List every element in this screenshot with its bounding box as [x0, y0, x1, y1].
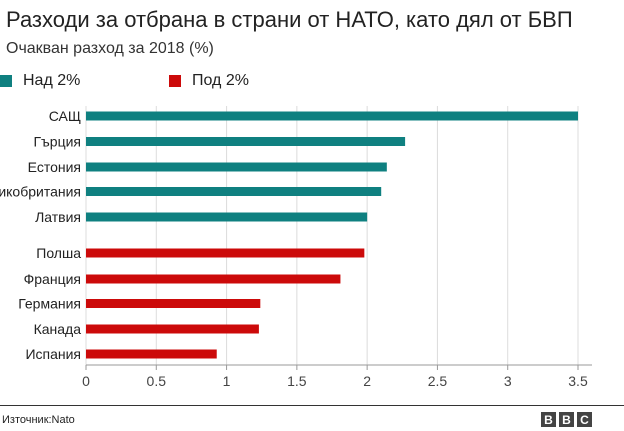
x-tick-label: 1	[223, 373, 231, 389]
x-tick-label: 0.5	[147, 373, 167, 389]
chart-title: Разходи за отбрана в страни от НАТО, кат…	[6, 7, 573, 32]
chart-subtitle: Очакван разход за 2018 (%)	[6, 40, 214, 57]
logo-letter: B	[541, 412, 556, 427]
legend-swatch-above	[0, 75, 12, 87]
x-tick-label: 2.5	[428, 373, 448, 389]
category-label: Гърция	[33, 134, 81, 150]
footer-divider	[0, 405, 624, 406]
bar	[86, 162, 387, 172]
category-label: Естония	[28, 159, 81, 175]
bar	[86, 111, 578, 121]
category-label: Франция	[24, 271, 81, 287]
category-label: САЩ	[49, 108, 81, 124]
bar	[86, 137, 406, 146]
bar	[86, 187, 382, 196]
bar	[86, 212, 368, 222]
x-tick-label: 0	[82, 373, 90, 389]
category-label: Канада	[34, 321, 82, 337]
source-note: Източник:Nato	[2, 414, 75, 426]
category-label: Латвия	[35, 209, 81, 225]
bar	[86, 248, 365, 258]
bar	[86, 324, 259, 334]
x-tick-label: 1.5	[287, 373, 307, 389]
category-label: Германия	[18, 296, 81, 312]
x-tick-label: 3	[504, 373, 512, 389]
category-label: Испания	[25, 346, 81, 362]
legend: Над 2% Под 2%	[0, 72, 624, 94]
legend-swatch-below	[169, 75, 181, 87]
logo-letter: B	[559, 412, 574, 427]
legend-label-below: Под 2%	[192, 72, 249, 89]
bar	[86, 349, 217, 359]
bar	[86, 299, 261, 308]
x-tick-label: 2	[363, 373, 371, 389]
legend-item-above: Над 2%	[0, 72, 80, 90]
x-tick-label: 3.5	[568, 373, 588, 389]
category-label: Полша	[36, 245, 81, 261]
legend-label-above: Над 2%	[23, 72, 81, 89]
category-label: Великобритания	[0, 184, 81, 200]
bar	[86, 274, 341, 284]
bbc-logo: B B C	[541, 412, 592, 427]
bar-chart: 0 0.5 1 1.5 2 2.5 3 3.5 САЩ Гърция Естония Великобр…	[0, 106, 592, 389]
logo-letter: C	[577, 412, 592, 427]
legend-item-below: Под 2%	[169, 72, 249, 90]
